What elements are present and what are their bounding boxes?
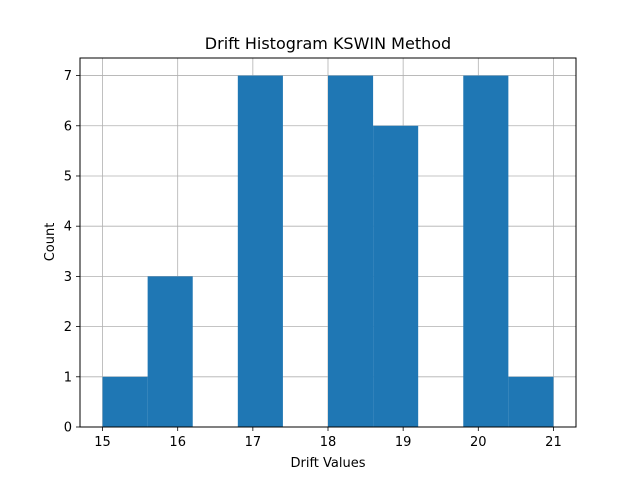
histogram-bars xyxy=(102,75,554,428)
x-tick-label: 19 xyxy=(395,435,412,450)
histogram-bar xyxy=(508,376,554,427)
y-tick-label: 3 xyxy=(64,270,72,285)
x-tick-label: 15 xyxy=(94,435,111,450)
histogram-bar xyxy=(373,125,419,427)
y-tick-label: 1 xyxy=(64,370,72,385)
y-axis-label: Count xyxy=(43,223,58,262)
histogram-bar xyxy=(463,75,509,428)
x-tick-label: 21 xyxy=(545,435,562,450)
y-tick-label: 7 xyxy=(64,69,72,84)
x-tick-label: 17 xyxy=(245,435,262,450)
histogram-bar xyxy=(237,75,283,428)
y-axis-ticks: 0 1 2 3 4 5 6 7 xyxy=(64,69,80,436)
y-tick-label: 2 xyxy=(64,320,72,335)
x-tick-label: 16 xyxy=(169,435,186,450)
x-axis-ticks: 15 16 17 18 19 20 21 xyxy=(94,427,562,450)
histogram-bar xyxy=(147,276,193,427)
histogram-bar xyxy=(328,75,374,428)
y-tick-label: 4 xyxy=(64,220,72,235)
histogram-bar xyxy=(102,376,148,427)
x-tick-label: 18 xyxy=(320,435,337,450)
chart-title: Drift Histogram KSWIN Method xyxy=(205,34,451,53)
x-axis-label: Drift Values xyxy=(290,456,365,471)
x-tick-label: 20 xyxy=(470,435,487,450)
y-tick-label: 5 xyxy=(64,169,72,184)
y-tick-label: 0 xyxy=(64,421,72,436)
y-tick-label: 6 xyxy=(64,119,72,134)
